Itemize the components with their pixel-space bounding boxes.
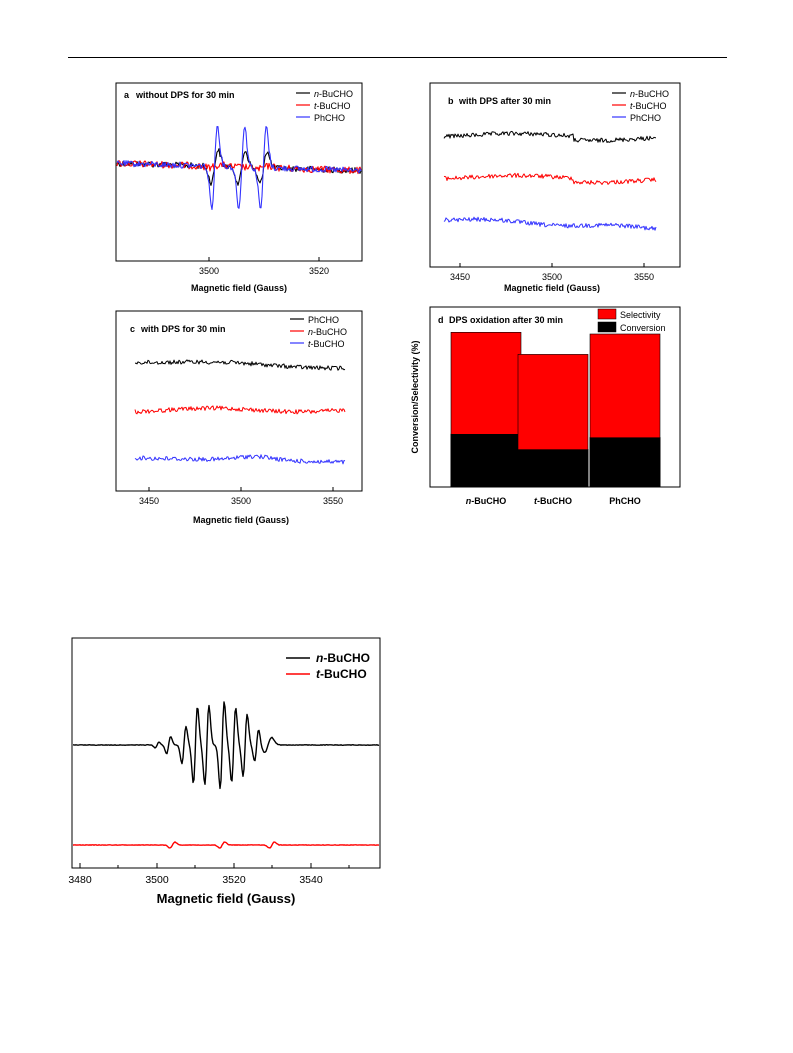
- legend-label: t-BuCHO: [630, 101, 667, 111]
- series-line-t-bucho: [134, 454, 346, 465]
- panel-c-chart: c with DPS for 30 min PhCHO n-BuCHO t-Bu…: [115, 310, 363, 525]
- legend-label: t-BuCHO: [314, 101, 351, 111]
- panel-letter: a: [124, 90, 130, 100]
- legend: n-BuCHO t-BuCHO PhCHO: [612, 89, 669, 123]
- x-tick-label: 3500: [199, 266, 219, 276]
- x-tick-label: 3450: [450, 272, 470, 282]
- series-line-phcho: [134, 359, 346, 371]
- legend-label: Conversion: [620, 323, 666, 333]
- x-axis-label: Magnetic field (Gauss): [191, 283, 287, 293]
- legend-label: PhCHO: [630, 113, 661, 123]
- x-tick-label: 3500: [145, 874, 169, 886]
- x-axis-label: Magnetic field (Gauss): [193, 515, 289, 525]
- legend: n-BuCHO t-BuCHO PhCHO: [296, 89, 353, 123]
- x-tick-label: 3520: [309, 266, 329, 276]
- x-tick-label: 3550: [634, 272, 654, 282]
- legend-label: n-BuCHO: [308, 327, 347, 337]
- panel-title: with DPS after 30 min: [458, 96, 551, 106]
- legend-label: Selectivity: [620, 310, 661, 320]
- panel-letter: d: [438, 315, 444, 325]
- y-axis-label: Conversion/Selectivity (%): [410, 340, 420, 453]
- x-ticks: 3480 3500 3520 3540: [68, 863, 350, 886]
- legend-swatch-conversion: [597, 321, 617, 333]
- plot-frame: [429, 82, 681, 268]
- legend-label: n-BuCHO: [314, 89, 353, 99]
- panel-letter: b: [448, 96, 454, 106]
- legend-label: n-BuCHO: [630, 89, 669, 99]
- bar-selectivity: [589, 333, 661, 438]
- category-label: PhCHO: [609, 496, 641, 506]
- x-tick-label: 3550: [323, 496, 343, 506]
- x-tick-label: 3480: [68, 874, 92, 886]
- panel-b-chart: b with DPS after 30 min n-BuCHO t-BuCHO …: [429, 82, 681, 293]
- legend-label: t-BuCHO: [308, 339, 345, 349]
- bar-conversion: [450, 433, 522, 488]
- x-ticks: 3450 3500 3550: [450, 263, 654, 282]
- bar-conversion: [517, 449, 589, 488]
- series-line-phcho: [443, 216, 657, 231]
- x-tick-label: 3500: [542, 272, 562, 282]
- legend: n-BuCHO t-BuCHO: [286, 651, 370, 681]
- panel-a-chart: a without DPS for 30 min n-BuCHO t-BuCHO…: [115, 82, 363, 293]
- x-tick-label: 3540: [299, 874, 323, 886]
- x-axis-label: Magnetic field (Gauss): [504, 283, 600, 293]
- bar-selectivity: [450, 331, 522, 435]
- panel-letter: c: [130, 324, 135, 334]
- panel-title: with DPS for 30 min: [140, 324, 226, 334]
- series-line-phcho: [116, 125, 362, 211]
- bar-conversion: [589, 437, 661, 488]
- series-line-t-bucho: [73, 841, 380, 849]
- legend-label: PhCHO: [308, 315, 339, 325]
- panel-title: DPS oxidation after 30 min: [449, 315, 563, 325]
- legend: Selectivity Conversion: [597, 308, 666, 333]
- series-line-t-bucho: [443, 172, 657, 185]
- x-tick-label: 3450: [139, 496, 159, 506]
- legend-label: t-BuCHO: [316, 667, 367, 681]
- x-tick-label: 3520: [222, 874, 246, 886]
- panel-title: without DPS for 30 min: [135, 90, 235, 100]
- x-tick-label: 3500: [231, 496, 251, 506]
- bar-group: n-BuCHO t-BuCHO PhCHO: [450, 331, 661, 506]
- panel-e-chart: n-BuCHO t-BuCHO 3480 3500 3520 3540 Magn…: [68, 637, 381, 906]
- legend-label: n-BuCHO: [316, 651, 370, 665]
- plot-frame: [115, 310, 363, 492]
- header-rule: [68, 57, 727, 58]
- panel-d-chart: d DPS oxidation after 30 min Selectivity…: [410, 306, 681, 506]
- plot-frame: [115, 82, 363, 262]
- x-ticks: 3450 3500 3550: [139, 487, 343, 506]
- legend-swatch-selectivity: [597, 308, 617, 320]
- series-line-n-bucho: [116, 148, 362, 186]
- series-line-n-bucho: [443, 130, 657, 143]
- category-label: n-BuCHO: [466, 496, 507, 506]
- category-label: t-BuCHO: [534, 496, 572, 506]
- legend: PhCHO n-BuCHO t-BuCHO: [290, 315, 347, 349]
- series-line-n-bucho: [134, 405, 346, 415]
- bar-selectivity: [517, 354, 589, 450]
- x-ticks: 3500 3520: [199, 257, 329, 276]
- series-line-n-bucho: [72, 701, 380, 790]
- legend-label: PhCHO: [314, 113, 345, 123]
- plot-frame: [71, 637, 381, 869]
- x-axis-label: Magnetic field (Gauss): [157, 891, 296, 906]
